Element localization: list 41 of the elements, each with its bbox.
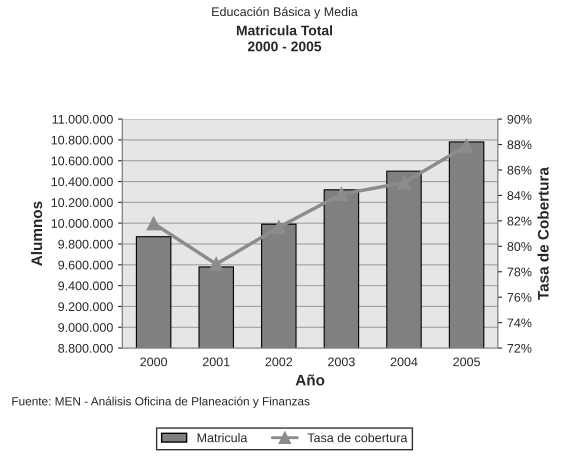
y-tick-label: 10.800.000 (52, 136, 113, 145)
point (334, 187, 348, 202)
y2-tick-label: 78% (508, 268, 532, 276)
chart-subtitle: Educación Básica y Media (212, 6, 358, 19)
point (146, 216, 161, 230)
point (272, 220, 286, 234)
y2-tick-label: 84% (507, 191, 532, 200)
y-tick-label: 10.400.000 (52, 177, 113, 186)
y2-tick-label: 86% (507, 166, 532, 175)
chart-title: Matricula Total 2000 - 2005 (236, 25, 332, 52)
x-tick-label: 2000 (140, 357, 168, 366)
point (460, 138, 474, 153)
y2-tick-label: 90% (507, 114, 532, 124)
y-tick-label: 9.200.000 (58, 302, 113, 312)
y-tick-label: 8.800.000 (58, 344, 113, 353)
source-note: Fuente: MEN - Análisis Oficina de Planeación y Finanzas (12, 396, 310, 408)
y-tick-label: 10.000.000 (52, 218, 113, 228)
x-tick-label: 2004 (390, 357, 418, 366)
y2-tick-label: 74% (508, 318, 532, 328)
y2-tick-label: 80% (507, 242, 532, 251)
y-tick-label: 9.800.000 (58, 240, 113, 249)
x-tick-label: 2005 (453, 357, 480, 366)
y2-tick-label: 72% (508, 344, 532, 353)
legend-label: Tasa de cobertura (308, 433, 408, 442)
y-tick-label: 9.600.000 (58, 260, 113, 270)
y-tick-label: 9.400.000 (58, 281, 113, 290)
x-tick-label: 2002 (266, 357, 292, 366)
y2-tick-label: 88% (507, 140, 532, 150)
y-tick-label: 11.000.000 (52, 114, 113, 124)
x-axis-title: Año (296, 374, 324, 386)
x-tick-label: 2003 (328, 357, 355, 366)
y2-tick-label: 82% (507, 216, 532, 226)
y2-tick-label: 76% (508, 292, 532, 302)
legend-label: Matricula (198, 433, 248, 442)
y-tick-label: 9.000.000 (58, 323, 113, 332)
y-axis-title: Alumnos (30, 202, 42, 266)
y2-axis-title: Tasa de Cobertura (537, 166, 549, 300)
y-tick-label: 10.600.000 (52, 156, 113, 166)
x-tick-label: 2001 (202, 357, 230, 366)
y-tick-label: 10.200.000 (52, 198, 113, 208)
point (209, 257, 224, 272)
